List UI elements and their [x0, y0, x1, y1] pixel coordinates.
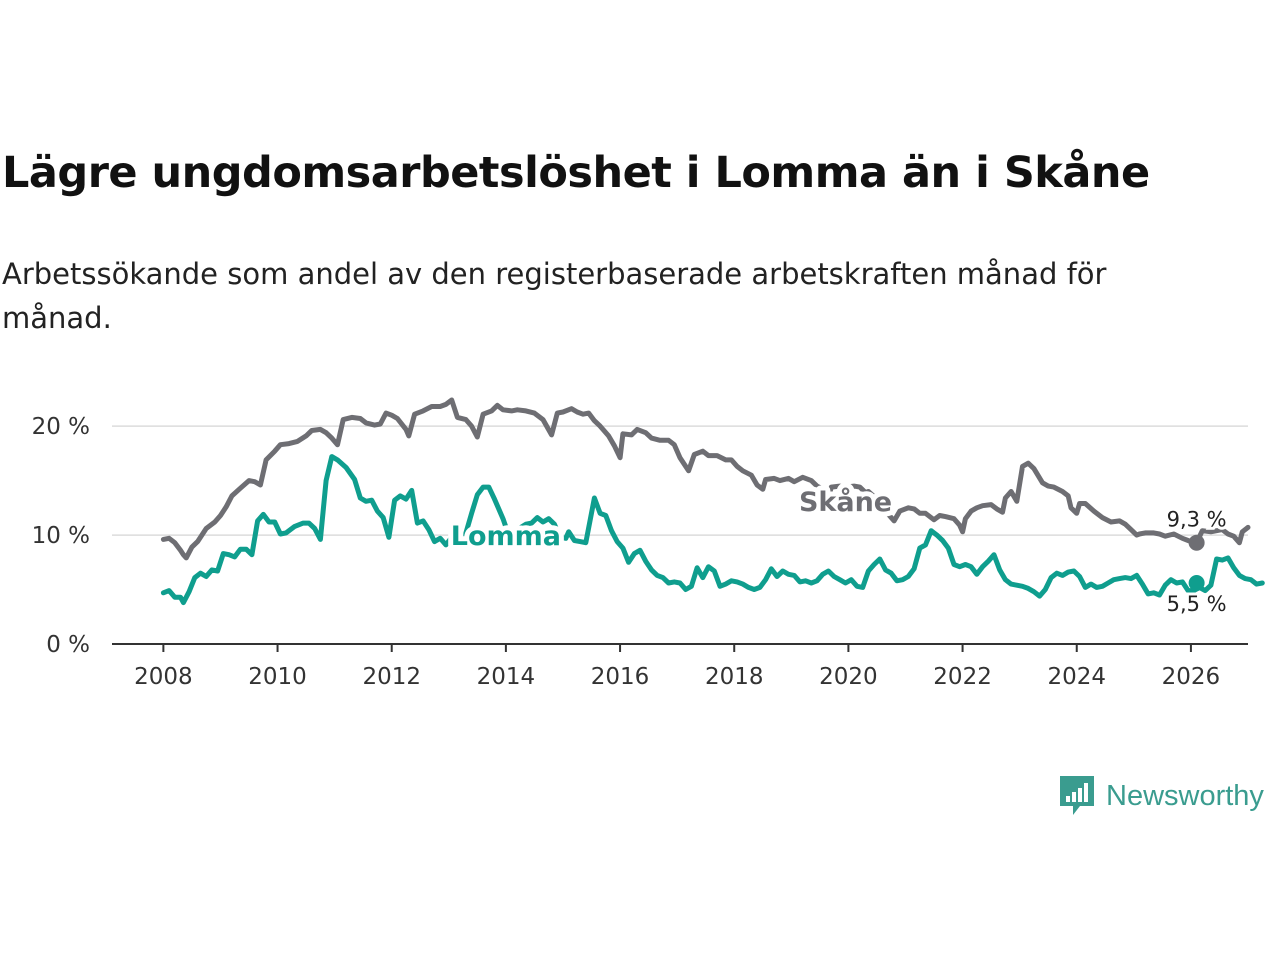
series-label-skåne: Skåne: [799, 486, 892, 518]
x-tick-label: 2008: [134, 664, 193, 690]
y-tick-label: 20 %: [32, 414, 90, 440]
end-marker-skåne: [1188, 534, 1205, 551]
series-line-lomma: [160, 454, 1265, 606]
line-chart: 0 % 10 % 20 % 2008 2010 2012 2014 2016 2018 2020 2…: [32, 397, 1265, 690]
y-tick-label: 10 %: [32, 523, 90, 549]
x-tick-label: 2010: [248, 664, 307, 690]
end-value-label-lomma: 5,5 %: [1167, 592, 1227, 616]
x-tick-label: 2018: [705, 664, 764, 690]
x-tick-label: 2022: [933, 664, 992, 690]
newsworthy-logo-icon: [1060, 776, 1094, 815]
x-tick-label: 2026: [1162, 664, 1221, 690]
x-tick-label: 2020: [819, 664, 878, 690]
x-tick-label: 2016: [591, 664, 650, 690]
y-tick-label: 0 %: [46, 632, 90, 658]
chart-subtitle: Arbetssökande som andel av den registerb…: [2, 257, 1107, 335]
end-value-label-skåne: 9,3 %: [1167, 508, 1227, 532]
end-marker-lomma: [1188, 575, 1205, 591]
series-label-lomma: Lomma: [451, 521, 561, 552]
series-line-skåne: [160, 397, 1251, 561]
x-tick-label: 2014: [477, 664, 536, 690]
x-tick-label: 2024: [1047, 664, 1106, 690]
x-tick-label: 2012: [362, 664, 421, 690]
brand-logo: Newsworthy: [1058, 774, 1264, 818]
brand-name: Newsworthy: [1106, 779, 1264, 812]
chart-title: Lägre ungdomsarbetslöshet i Lomma än i S…: [2, 148, 1150, 198]
